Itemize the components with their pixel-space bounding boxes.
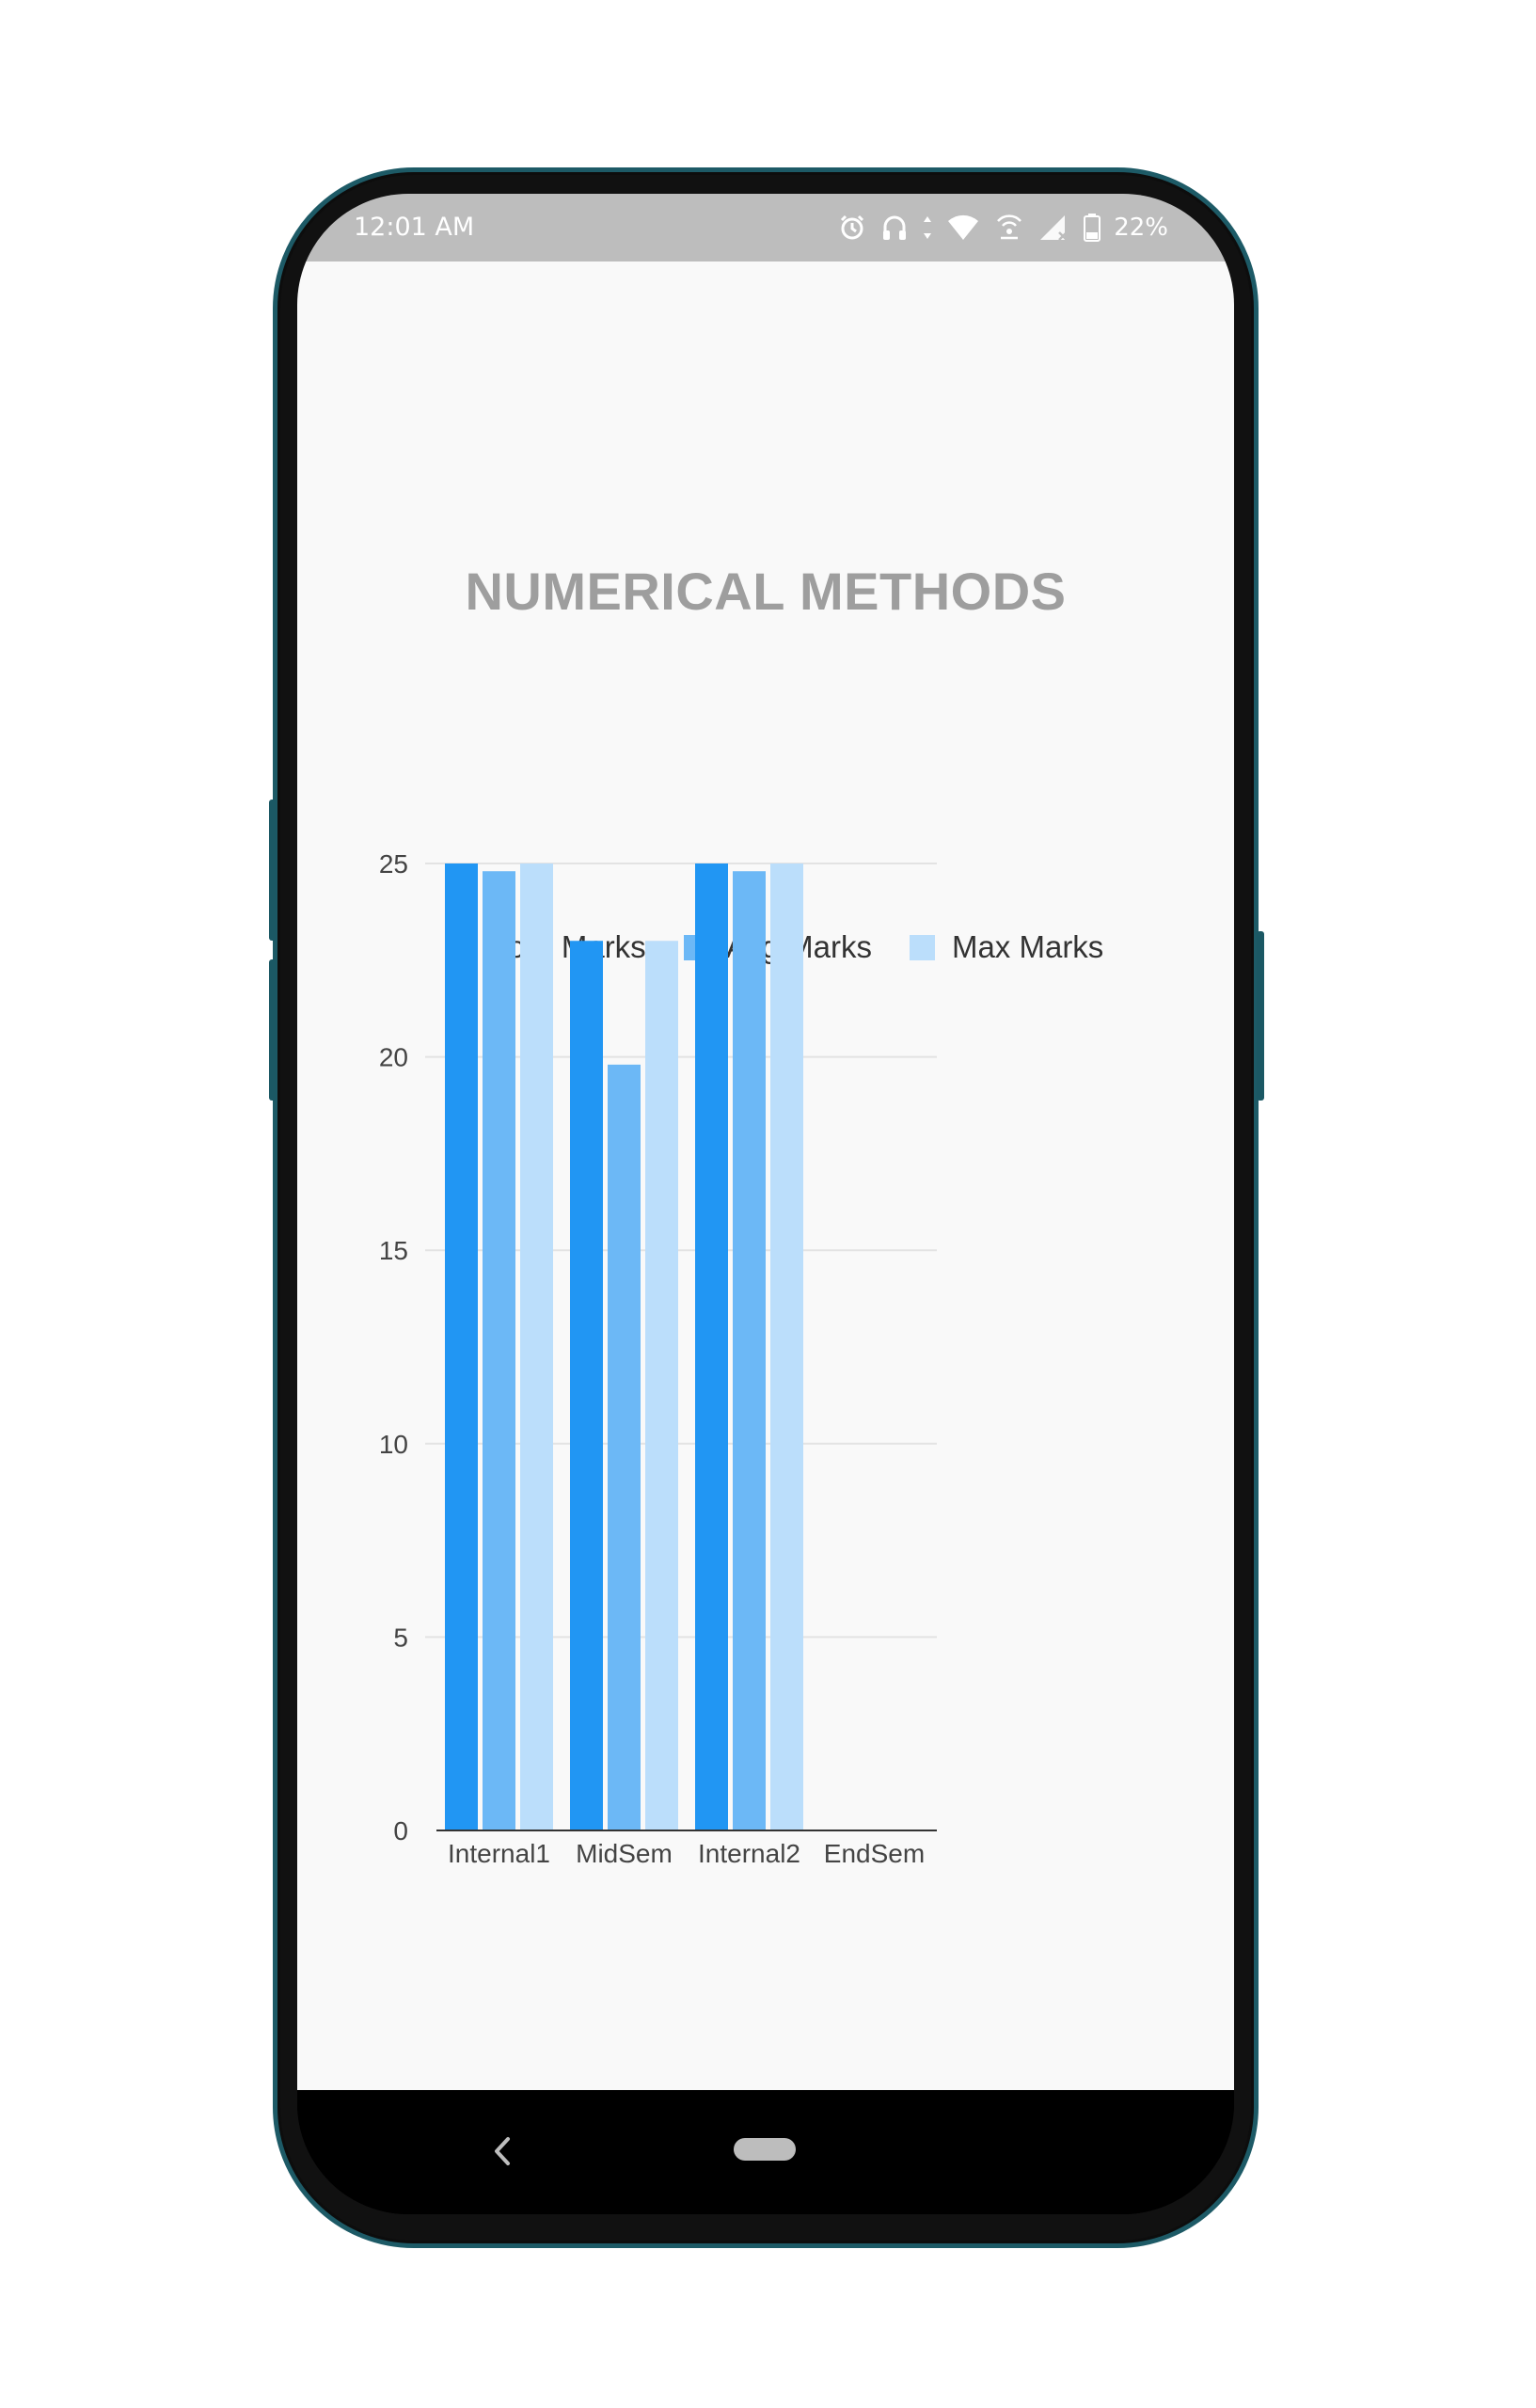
legend-label-max-marks: Max Marks: [951, 929, 1104, 964]
legend-item-max-marks[interactable]: Max Marks: [909, 929, 1104, 965]
bar-max-marks[interactable]: [520, 863, 553, 1830]
screen: 12:01 AM: [297, 194, 1234, 2214]
power-button: [269, 800, 277, 941]
headset-icon: [883, 215, 907, 240]
bar-max-marks[interactable]: [645, 941, 678, 1830]
home-pill-icon[interactable]: [734, 2138, 796, 2161]
bar-max-marks[interactable]: [770, 863, 803, 1830]
hotspot-icon: [997, 214, 1022, 240]
x-tick-label: EndSem: [824, 1839, 925, 1868]
side-key: [1257, 931, 1264, 1101]
volume-button: [269, 959, 277, 1101]
y-tick-label: 0: [393, 1816, 408, 1846]
status-icons: 22%: [837, 211, 1168, 245]
battery-percent: 22%: [1114, 214, 1168, 242]
alarm-icon: [841, 214, 864, 240]
y-tick-label: 5: [393, 1623, 408, 1652]
navigation-bar: [297, 2090, 1234, 2214]
x-tick-label: Internal2: [698, 1839, 800, 1868]
y-tick-label: 15: [379, 1236, 408, 1265]
x-tick-label: Internal1: [448, 1839, 550, 1868]
bar-avg-marks[interactable]: [608, 1064, 641, 1830]
y-tick-label: 10: [379, 1430, 408, 1459]
wifi-icon: [948, 214, 979, 240]
bar-your-marks[interactable]: [695, 863, 728, 1830]
status-time: 12:01 AM: [354, 213, 475, 242]
data-arrows-icon: [924, 216, 932, 239]
battery-icon: [1084, 214, 1101, 242]
bar-your-marks[interactable]: [570, 941, 603, 1830]
bar-avg-marks[interactable]: [483, 871, 515, 1830]
phone-screen: 12:01 AM: [297, 194, 1234, 2214]
y-tick-label: 25: [379, 849, 408, 879]
signal-icon: [1040, 215, 1069, 241]
y-tick-label: 20: [379, 1043, 408, 1072]
legend-label-your-marks: Your Marks: [490, 929, 646, 964]
back-icon[interactable]: [489, 2135, 517, 2167]
marks-bar-chart: 0 5 10 15 20 25 Internal1 MidSem Internal2 EndSem: [379, 849, 937, 1868]
legend-swatch-max-marks: [909, 934, 935, 960]
page-title: NUMERICAL METHODS: [465, 562, 1067, 621]
bar-avg-marks[interactable]: [733, 871, 766, 1830]
bar-your-marks[interactable]: [445, 863, 478, 1830]
x-tick-label: MidSem: [576, 1839, 673, 1868]
status-bar: 12:01 AM: [297, 194, 1234, 261]
